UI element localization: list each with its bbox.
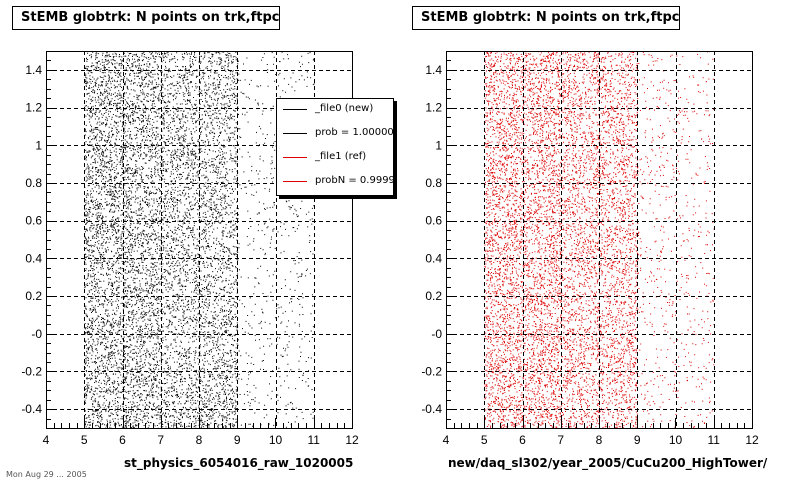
y-tick-label: 0.2 [25,289,42,303]
x-tick-label: 4 [443,433,450,447]
x-axis: 4 5 6 7 8 9 10 11 12 [443,418,759,447]
y-tick-label: -0.2 [21,364,42,378]
y-tick-label: -0 [431,327,442,341]
legend-label: probN = 0.999999 [315,175,394,186]
grid [446,51,753,428]
legend: _file0 (new) prob = 1.000000 _file1 (ref… [276,98,394,196]
x-tick-label: 10 [669,433,683,447]
x-tick-label: 8 [596,433,603,447]
y-tick-label: 1 [35,138,42,152]
x-tick-label: 7 [157,433,164,447]
x-tick-label: 12 [345,433,359,447]
x-tick-label: 5 [81,433,88,447]
x-tick-label: 4 [43,433,50,447]
legend-entry-probn: probN = 0.999999 [277,172,394,190]
x-axis: 4 5 6 7 8 9 10 11 12 [43,418,359,447]
y-tick-label: 0.2 [425,289,442,303]
x-tick-label: 6 [119,433,126,447]
x-tick-label: 12 [745,433,759,447]
y-tick-label: 0.8 [425,176,442,190]
legend-label: _file1 (ref) [315,151,367,162]
y-tick-label: -0.4 [21,402,42,416]
right-plot-title: StEMB globtrk: N points on trk,ftpc [412,6,680,30]
y-axis: -0.4 -0.2 -0 0.2 0.4 0.6 0.8 1 1.2 1.4 [421,51,456,429]
x-tick-label: 6 [519,433,526,447]
y-axis: -0.4 -0.2 -0 0.2 0.4 0.6 0.8 1 1.2 1.4 [21,51,56,429]
legend-entry-file1: _file1 (ref) [277,148,393,166]
left-x-axis-title: st_physics_6054016_raw_1020005 [124,456,354,470]
left-plot-title: StEMB globtrk: N points on trk,ftpc [12,6,280,30]
y-tick-label: 1.2 [25,101,42,115]
x-tick-label: 8 [196,433,203,447]
legend-swatch [283,157,307,158]
y-tick-label: 0.4 [425,251,442,265]
y-tick-label: 1.4 [25,63,42,77]
left-scatter-plot: 4 5 6 7 8 9 10 11 12 -0.4 -0.2 -0 0.2 0.4 0.6 0.8 1 1.2 1.… [21,51,359,447]
legend-swatch [283,181,307,182]
right-scatter-plot: 4 5 6 7 8 9 10 11 12 -0.4 -0.2 -0 0.2 0.4 0.6 0.8 1 1.2 1.… [421,51,759,447]
x-tick-label: 11 [708,433,721,447]
legend-swatch [283,133,307,134]
x-tick-label: 11 [308,433,321,447]
y-tick-label: -0 [31,327,42,341]
legend-label: _file0 (new) [315,103,374,114]
footer-timestamp-fragment: Mon Aug 29 ... 2005 [6,470,87,479]
x-tick-label: 10 [269,433,283,447]
y-tick-label: -0.2 [421,364,442,378]
x-tick-label: 9 [234,433,241,447]
y-tick-label: 1.2 [425,101,442,115]
y-tick-label: 0.8 [25,176,42,190]
legend-entry-prob: prob = 1.000000 [277,124,394,142]
y-tick-label: -0.4 [421,402,442,416]
y-tick-label: 0.4 [25,251,42,265]
x-tick-label: 5 [481,433,488,447]
y-tick-label: 1 [435,138,442,152]
x-tick-label: 7 [557,433,564,447]
legend-label: prob = 1.000000 [315,127,394,138]
y-tick-label: 0.6 [425,214,442,228]
x-tick-label: 9 [634,433,641,447]
right-x-axis-title: new/daq_sl302/year_2005/CuCu200_HighTowe… [448,456,768,470]
y-tick-label: 0.6 [25,214,42,228]
legend-entry-file0: _file0 (new) [277,100,393,118]
y-tick-label: 1.4 [425,63,442,77]
legend-swatch [283,109,307,110]
